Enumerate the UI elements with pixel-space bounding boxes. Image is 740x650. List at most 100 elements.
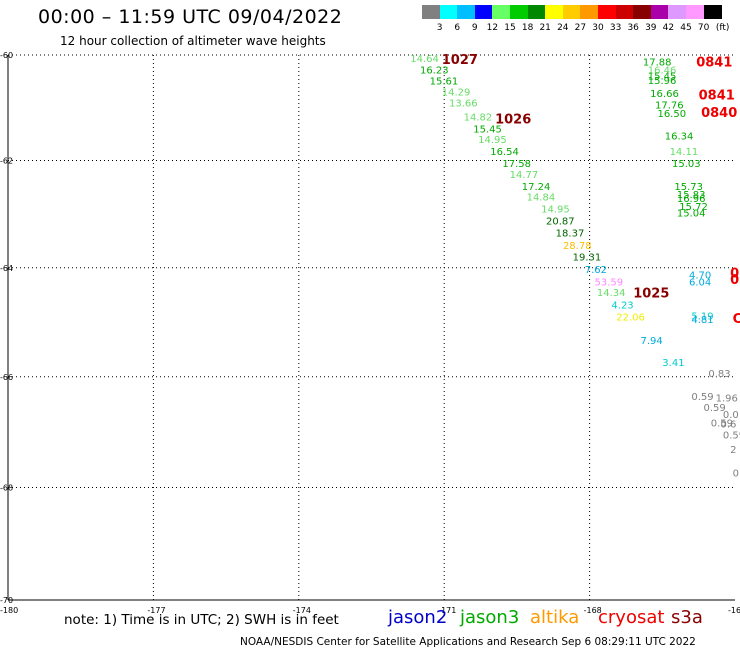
- legend-label: 21: [539, 23, 551, 33]
- latitude-tick-label: -64: [0, 264, 13, 273]
- legend-label: 30: [592, 23, 604, 33]
- wave-height-value: 14.34: [597, 288, 626, 299]
- map-axes: -60 -62 -64 -66 -68 -70-180 -177 -174 -171 -168 -1…: [0, 51, 740, 615]
- longitude-tick-label: -174: [293, 606, 311, 615]
- wave-height-value: 0.59: [711, 418, 733, 429]
- legend-label: 45: [680, 23, 692, 33]
- satellite-label-jason2: jason2: [388, 607, 448, 628]
- longitude-tick-label: -180: [0, 606, 18, 615]
- wave-height-value: 14.84: [527, 193, 556, 204]
- wave-height-value: 0: [733, 468, 739, 479]
- wave-height-value: 15.61: [430, 76, 459, 87]
- wave-height-value: 3.41: [662, 358, 684, 369]
- wave-height-value: 20.87: [546, 217, 575, 228]
- longitude-tick-label: -168: [584, 606, 602, 615]
- legend-swatch: [686, 5, 705, 19]
- latitude-tick-label: -62: [0, 157, 13, 166]
- wave-height-value: 15.03: [672, 159, 701, 170]
- wave-height-value: 14.77: [510, 170, 539, 181]
- pass-time-label: 1025: [633, 287, 669, 302]
- wave-height-value: 16.46: [648, 65, 677, 76]
- legend-swatch: [439, 5, 458, 19]
- pass-time-label: 1027: [442, 53, 478, 68]
- wave-height-value: 7.62: [585, 265, 607, 276]
- footer-credit: NOAA/NESDIS Center for Satellite Applica…: [240, 636, 696, 648]
- latitude-tick-label: -68: [0, 484, 13, 493]
- wave-height-value: 4.81: [691, 315, 713, 326]
- legend-swatch: [703, 5, 722, 19]
- satellite-label-cryosat: cryosat: [598, 607, 665, 628]
- wave-height-value: 17.58: [502, 159, 531, 170]
- wave-height-value: 17.24: [522, 182, 551, 193]
- latitude-tick-label: -60: [0, 51, 13, 60]
- wave-height-value: 14.95: [541, 204, 570, 215]
- page-subtitle: 12 hour collection of altimeter wave hei…: [60, 34, 326, 48]
- wave-height-value: 53.59: [594, 278, 623, 289]
- wave-height-value: 15.83: [677, 190, 706, 201]
- note-text: note: 1) Time is in UTC; 2) SWH is in fe…: [64, 612, 339, 628]
- wave-height-value: 16.54: [490, 147, 519, 158]
- wave-height-value: 17.88: [643, 57, 672, 68]
- pass-time-label: 0841: [696, 56, 732, 71]
- wave-height-value: 22.06: [616, 312, 645, 323]
- legend-swatch: [580, 5, 599, 19]
- wave-height-value: 17.76: [655, 101, 684, 112]
- legend-swatch: [650, 5, 669, 19]
- legend-label: 3: [436, 23, 443, 33]
- pass-time-labels: 1027 1026 1025 0841 0841 0840 0808 C: [442, 53, 740, 327]
- legend-label: 39: [645, 23, 657, 33]
- wave-height-value: 2: [730, 445, 736, 456]
- pass-time-label: 1026: [495, 112, 531, 127]
- wave-height-value: 0.6: [720, 419, 736, 430]
- legend-unit: (ft): [715, 23, 730, 33]
- wave-height-value: 13.66: [449, 98, 478, 109]
- pass-time-label: 0840: [701, 106, 737, 121]
- latitude-tick-label: -70: [0, 596, 13, 605]
- wave-height-value: 0.59: [691, 392, 713, 403]
- pass-time-label: 08: [730, 273, 740, 288]
- legend-swatch: [422, 5, 441, 19]
- longitude-tick-label: -16: [728, 606, 740, 615]
- wave-height-value: 5.19: [691, 311, 713, 322]
- satellite-label-s3a: s3a: [671, 607, 703, 628]
- wave-height-value: 4.23: [611, 300, 633, 311]
- wave-height-value: 4.70: [689, 271, 711, 282]
- wave-height-value: 16.96: [677, 194, 706, 205]
- wave-height-value: 28.78: [563, 241, 592, 252]
- legend-swatch: [598, 5, 617, 19]
- legend-swatch: [545, 5, 564, 19]
- wave-height-value: 15.72: [679, 202, 708, 213]
- legend-swatch: [562, 5, 581, 19]
- legend-label: 12: [486, 23, 499, 33]
- legend-label: 36: [627, 23, 639, 33]
- wave-height-value: 0.59: [703, 403, 725, 414]
- wave-height-value: 19.31: [573, 253, 602, 264]
- legend-swatch: [492, 5, 511, 19]
- wave-height-value: 15.73: [674, 182, 703, 193]
- pass-time-label: 08: [730, 267, 740, 282]
- wave-height-value: 15.45: [648, 72, 677, 83]
- pass-time-label: C: [733, 312, 740, 327]
- wave-height-value: 16.50: [657, 109, 686, 120]
- wave-height-value: 7.94: [640, 336, 662, 347]
- wave-height-value: 15.96: [648, 76, 677, 87]
- legend-label: 18: [521, 23, 534, 33]
- wave-height-value: 14.29: [442, 87, 471, 98]
- legend-swatch: [527, 5, 546, 19]
- latitude-tick-label: -66: [0, 373, 13, 382]
- wave-height-value: 14.64: [410, 54, 439, 65]
- page-title: 00:00 – 11:59 UTC 09/04/2022: [38, 6, 343, 28]
- legend-label: 15: [504, 23, 516, 33]
- wave-height-value: 15.04: [677, 209, 706, 220]
- wave-height-value: 18.37: [556, 228, 585, 239]
- wave-height-value: 14.95: [478, 135, 507, 146]
- legend-swatch: [510, 5, 529, 19]
- wave-height-value: 16.66: [650, 89, 679, 100]
- legend-label: 27: [574, 23, 587, 33]
- wave-height-value: 14.11: [670, 147, 699, 158]
- wave-height-value: 15.45: [473, 124, 502, 135]
- wave-height-value: 16.34: [665, 131, 694, 142]
- legend-swatch: [668, 5, 687, 19]
- wave-height-value: 0.59: [723, 431, 740, 442]
